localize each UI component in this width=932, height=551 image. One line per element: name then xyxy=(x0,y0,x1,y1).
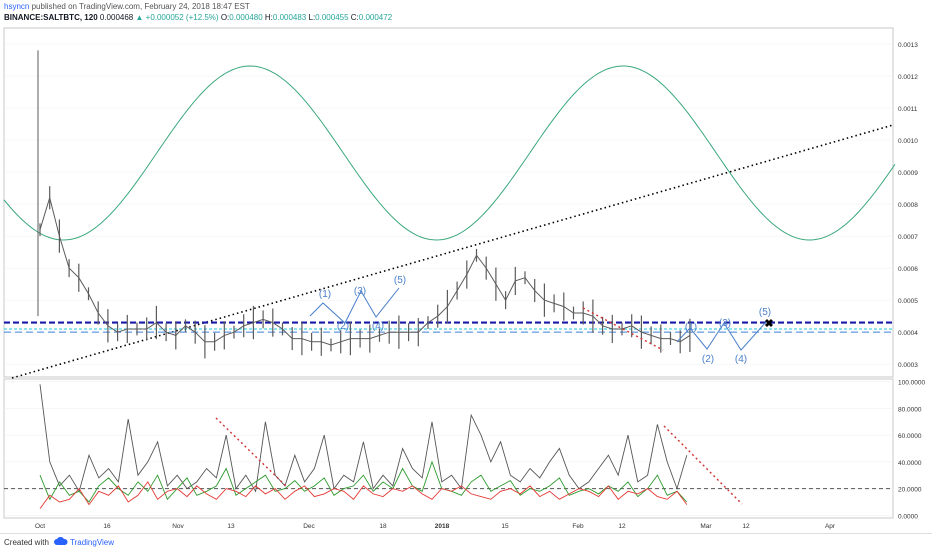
up-triangle-icon: ▲ xyxy=(135,13,144,22)
elliott-wave-right xyxy=(676,321,767,351)
wave-label: (1) xyxy=(685,322,697,333)
price-tick-label: 0.0008 xyxy=(898,202,918,209)
price-tick-label: 0.0006 xyxy=(898,266,918,273)
osc-tick-label: 60.0000 xyxy=(898,433,922,440)
price-series-line xyxy=(39,195,691,346)
close-value: 0.000472 xyxy=(358,13,393,22)
price-pane xyxy=(3,27,894,378)
time-tick-label: 2018 xyxy=(435,523,450,530)
time-tick-label: Oct xyxy=(35,523,45,530)
time-tick-label: Mar xyxy=(700,523,712,530)
time-tick-label: 12 xyxy=(742,523,750,530)
publish-text: published on TradingView.com, February 2… xyxy=(31,2,250,11)
osc-tick-label: 20.0000 xyxy=(898,487,922,494)
osc-red-dotted-trend xyxy=(215,417,289,489)
price-tick-label: 0.0007 xyxy=(898,234,918,241)
price-tick-label: 0.0012 xyxy=(898,74,918,81)
time-tick-label: Apr xyxy=(825,523,836,530)
time-tick-label: Feb xyxy=(572,523,584,530)
time-tick-label: Nov xyxy=(172,523,184,530)
tradingview-brand[interactable]: TradingView xyxy=(70,538,115,547)
footer: Created with TradingView xyxy=(0,533,932,551)
time-tick-label: 12 xyxy=(618,523,626,530)
high-value: 0.000483 xyxy=(272,13,307,22)
open-label: O: xyxy=(220,13,230,22)
price-tick-label: 0.0004 xyxy=(898,330,918,337)
time-tick-label: 15 xyxy=(501,523,509,530)
time-tick-label: 13 xyxy=(227,523,235,530)
wave-label: (1) xyxy=(319,289,331,300)
price-change: +0.000052 (+12.5%) xyxy=(145,13,219,22)
osc-tick-label: 80.0000 xyxy=(898,406,922,413)
osc-tick-label: 40.0000 xyxy=(898,460,922,467)
wave-label: (4) xyxy=(372,321,384,332)
chart-canvas[interactable]: 0.0013 0.0012 0.0011 0.0010 0.0009 0.0008 0.00… xyxy=(0,0,932,533)
time-tick-label: 18 xyxy=(379,523,387,530)
wave-label: (2) xyxy=(337,321,349,332)
price-tick-label: 0.0005 xyxy=(898,298,918,305)
high-label: H: xyxy=(264,13,273,22)
symbol-info: BINANCE:SALTBTC, 120 0.000468 ▲ +0.00005… xyxy=(4,13,392,22)
sine-wave-line xyxy=(3,65,896,241)
oscillator-pane xyxy=(3,378,894,519)
wave-label: (5) xyxy=(759,307,771,318)
created-with-text: Created with xyxy=(4,538,49,547)
osc-tick-label: 100.0000 xyxy=(898,380,925,387)
osc-tick-label: 0.0000 xyxy=(898,513,918,520)
open-value: 0.000480 xyxy=(229,13,263,22)
low-label: L: xyxy=(308,13,316,22)
tradingview-cloud-icon xyxy=(54,537,68,545)
oscillator-series-line xyxy=(39,481,688,509)
wave-label: (2) xyxy=(702,354,714,365)
last-price: 0.000468 xyxy=(99,13,134,22)
price-tick-label: 0.0013 xyxy=(898,42,918,49)
red-dotted-downtrend xyxy=(582,307,664,351)
close-label: C: xyxy=(350,13,359,22)
wave-label: (5) xyxy=(394,275,406,286)
wave-label: (4) xyxy=(735,354,747,365)
target-x-icon: ✖ xyxy=(764,318,773,330)
symbol-label: BINANCE:SALTBTC, 120 xyxy=(4,13,98,22)
publish-info: hsyncn published on TradingView.com, Feb… xyxy=(4,2,250,11)
author-link[interactable]: hsyncn xyxy=(4,2,30,11)
wave-label: (3) xyxy=(719,318,731,329)
low-value: 0.000455 xyxy=(315,13,349,22)
time-tick-label: 16 xyxy=(103,523,111,530)
price-tick-label: 0.0003 xyxy=(898,362,918,369)
wave-label: (3) xyxy=(354,286,366,297)
price-tick-label: 0.0009 xyxy=(898,170,918,177)
osc-red-dotted-trend xyxy=(663,425,743,505)
price-tick-label: 0.0010 xyxy=(898,138,918,145)
price-tick-label: 0.0011 xyxy=(898,106,918,113)
elliott-wave-left xyxy=(309,287,400,324)
time-tick-label: Dec xyxy=(303,523,315,530)
chart-header: hsyncn published on TradingView.com, Feb… xyxy=(0,0,932,26)
oscillator-series-line xyxy=(39,460,688,503)
